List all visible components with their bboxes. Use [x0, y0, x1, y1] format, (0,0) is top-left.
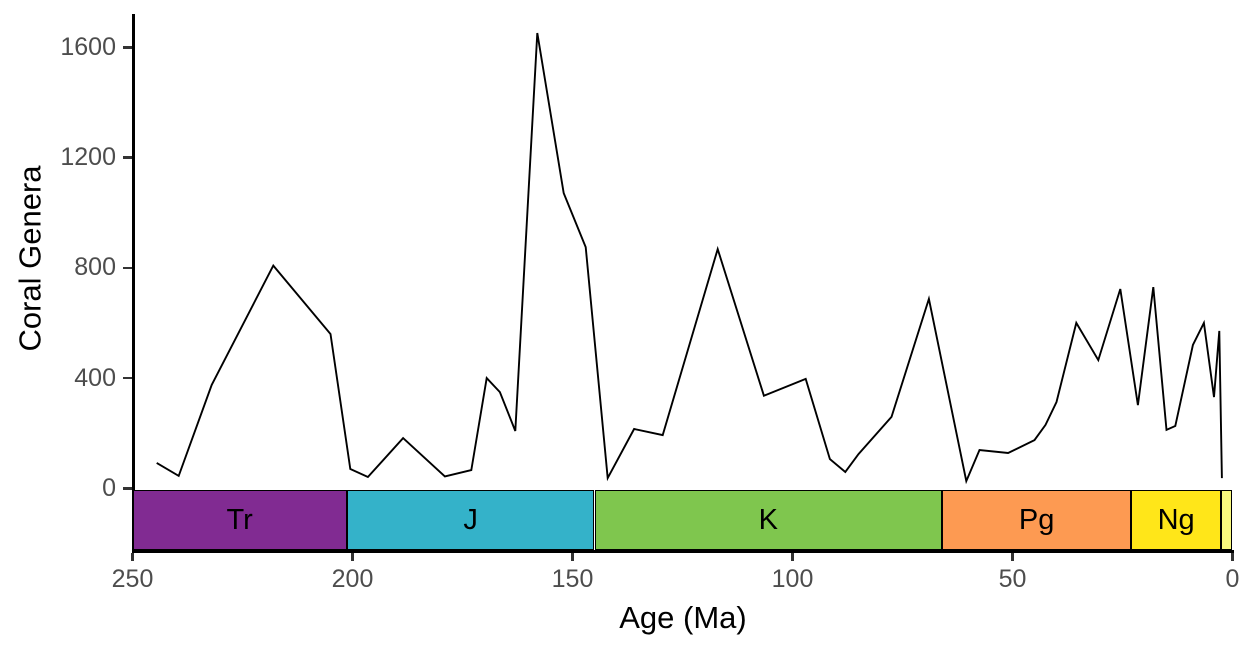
period-label-Ng: Ng — [1157, 503, 1195, 536]
y-tick-label: 1600 — [60, 32, 116, 61]
x-tick-mark — [571, 552, 574, 561]
x-tick-label: 200 — [331, 565, 374, 593]
period-label-J: J — [463, 503, 478, 536]
x-tick-label: 100 — [771, 565, 814, 593]
period-box-Q — [1221, 490, 1233, 550]
y-tick-mark — [123, 46, 132, 49]
coral-genera-line — [156, 32, 1223, 485]
y-tick-mark — [123, 266, 132, 270]
period-label-K: K — [758, 503, 778, 536]
y-tick-mark — [123, 376, 132, 380]
x-tick-label: 50 — [998, 565, 1027, 593]
y-tick-mark — [123, 487, 132, 490]
y-axis-line — [132, 14, 135, 553]
x-tick-mark — [351, 552, 354, 561]
period-box-K: K — [594, 490, 943, 550]
period-box-Pg: Pg — [942, 490, 1132, 550]
y-tick-mark — [123, 156, 132, 159]
x-tick-label: 150 — [551, 565, 594, 593]
period-box-J: J — [346, 490, 595, 550]
x-tick-mark — [131, 552, 134, 561]
y-axis-title: Coral Genera — [12, 165, 48, 352]
y-tick-label: 0 — [102, 473, 116, 502]
x-tick-mark — [1011, 552, 1014, 561]
y-tick-label: 1200 — [60, 143, 116, 172]
y-tick-label: 400 — [74, 363, 116, 392]
x-axis-title: Age (Ma) — [619, 600, 747, 635]
period-box-Ng: Ng — [1131, 490, 1222, 550]
x-tick-label: 250 — [111, 565, 154, 593]
x-tick-mark — [1231, 552, 1234, 561]
period-box-Tr: Tr — [132, 490, 347, 550]
period-label-Pg: Pg — [1018, 503, 1055, 536]
x-tick-label: 0 — [1225, 565, 1240, 593]
x-axis-line — [132, 549, 1234, 553]
y-tick-label: 800 — [74, 253, 116, 282]
x-tick-mark — [791, 552, 794, 561]
period-label-Tr: Tr — [226, 503, 253, 536]
